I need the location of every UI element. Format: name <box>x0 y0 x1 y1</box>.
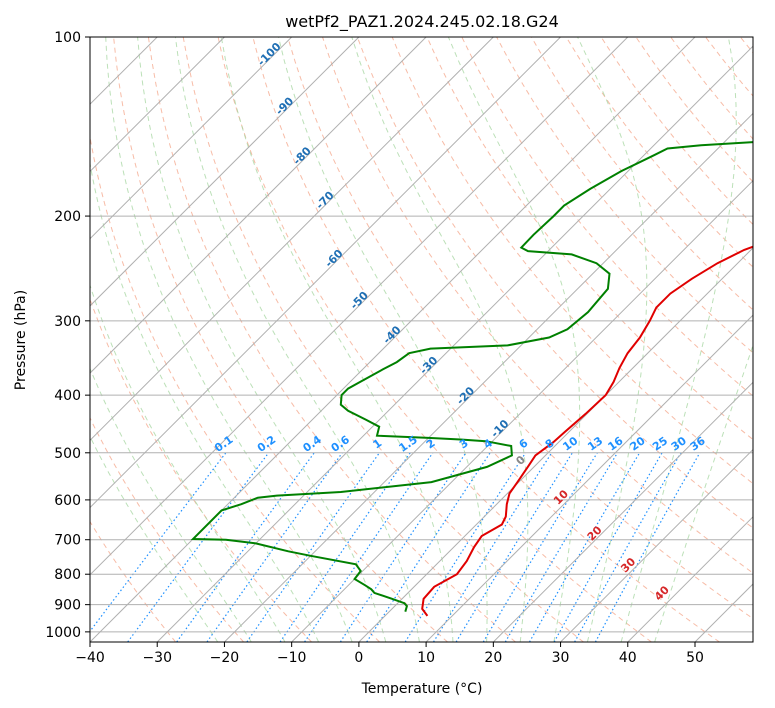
y-tick-label: 500 <box>54 446 81 462</box>
profile-series <box>190 141 753 617</box>
mixing-ratio-line <box>404 452 527 642</box>
y-tick-label: 600 <box>54 493 81 509</box>
mixing-ratio-line <box>90 452 227 633</box>
isotherm-gridline <box>560 448 753 642</box>
y-tick-label: 700 <box>54 533 81 549</box>
x-axis: −40 −30 −20 −10 0 10 20 30 40 50 <box>75 642 704 666</box>
moist-adiabat <box>351 37 529 642</box>
mixing-ratio-line <box>206 452 343 642</box>
x-tick-label: −40 <box>75 650 105 666</box>
y-tick-label: 900 <box>54 598 81 614</box>
chart-title: wetPf2_PAZ1.2024.245.02.18.G24 <box>285 12 559 32</box>
y-tick-label: 200 <box>54 209 81 225</box>
isotherm-gridline <box>358 247 753 642</box>
x-tick-label: 20 <box>484 650 502 666</box>
isotherm-gridline <box>492 381 753 642</box>
isotherm-gridline <box>90 37 629 576</box>
isotherm-gridline <box>291 179 753 642</box>
moist-adiabat <box>90 161 320 642</box>
isotherm-gridline <box>90 37 360 307</box>
isotherm-gridline <box>90 37 696 642</box>
mixing-ratio-line <box>574 452 682 642</box>
dry-adiabat <box>252 37 720 642</box>
y-tick-label: 300 <box>54 314 81 330</box>
y-axis: 100 200 300 400 500 600 700 800 900 1000 <box>45 30 90 641</box>
dry-adiabat <box>182 37 584 642</box>
y-tick-label: 800 <box>54 567 81 583</box>
isotherm-gridline <box>156 45 753 642</box>
dry-adiabat <box>287 37 753 620</box>
moist-adiabat <box>278 37 488 642</box>
moist-adiabat <box>654 343 753 642</box>
x-tick-label: 10 <box>417 650 435 666</box>
grid <box>90 37 775 642</box>
mixing-ratio-line <box>339 452 467 642</box>
isotherm-gridline <box>90 37 427 374</box>
isotherm-gridline <box>762 37 775 642</box>
moist-adiabat <box>137 37 387 642</box>
moist-adiabat <box>174 37 420 642</box>
moist-adiabat <box>90 283 286 642</box>
plot-background <box>90 37 753 642</box>
profile-line <box>421 245 753 617</box>
x-tick-label: 30 <box>552 650 570 666</box>
background-lines <box>90 37 753 642</box>
x-tick-label: 0 <box>354 650 363 666</box>
x-axis-label: Temperature (°C) <box>361 681 483 697</box>
dry-adiabat <box>356 37 753 529</box>
dry-adiabat <box>90 134 380 642</box>
dry-adiabat <box>90 297 312 642</box>
mixing-ratio-line <box>304 452 434 642</box>
y-axis-label: Pressure (hPa) <box>13 290 29 390</box>
isotherm-gridline <box>90 37 225 173</box>
x-tick-label: −20 <box>210 650 240 666</box>
dry-adiabat <box>147 37 516 642</box>
mixing-ratio-line <box>127 452 270 642</box>
isotherm-gridline <box>627 516 753 642</box>
isotherm-gridline <box>425 314 753 642</box>
y-tick-label: 400 <box>54 388 81 404</box>
x-tick-label: −30 <box>142 650 172 666</box>
mixing-ratio-line <box>594 452 701 642</box>
mixing-ratio-line <box>246 452 380 642</box>
isotherm-gridline <box>90 37 561 509</box>
mixing-ratio-line <box>432 452 553 642</box>
dry-adiabat <box>322 37 753 574</box>
x-tick-label: −10 <box>277 650 307 666</box>
mixing-ratio-line <box>528 452 641 642</box>
x-tick-label: 50 <box>686 650 704 666</box>
dry-adiabat <box>217 37 652 642</box>
y-tick-label: 100 <box>54 30 81 46</box>
profile-line <box>190 141 753 612</box>
isotherm-gridline <box>90 37 494 442</box>
isotherm-gridline <box>224 112 753 642</box>
isotherm-gridline <box>90 37 293 240</box>
x-tick-label: 40 <box>619 650 637 666</box>
plot-frame <box>89 36 754 643</box>
y-tick-label: 1000 <box>45 625 81 641</box>
mixing-ratio-line <box>279 452 411 642</box>
mixing-ratio-line <box>366 452 491 642</box>
mixing-ratio-line <box>553 452 663 642</box>
